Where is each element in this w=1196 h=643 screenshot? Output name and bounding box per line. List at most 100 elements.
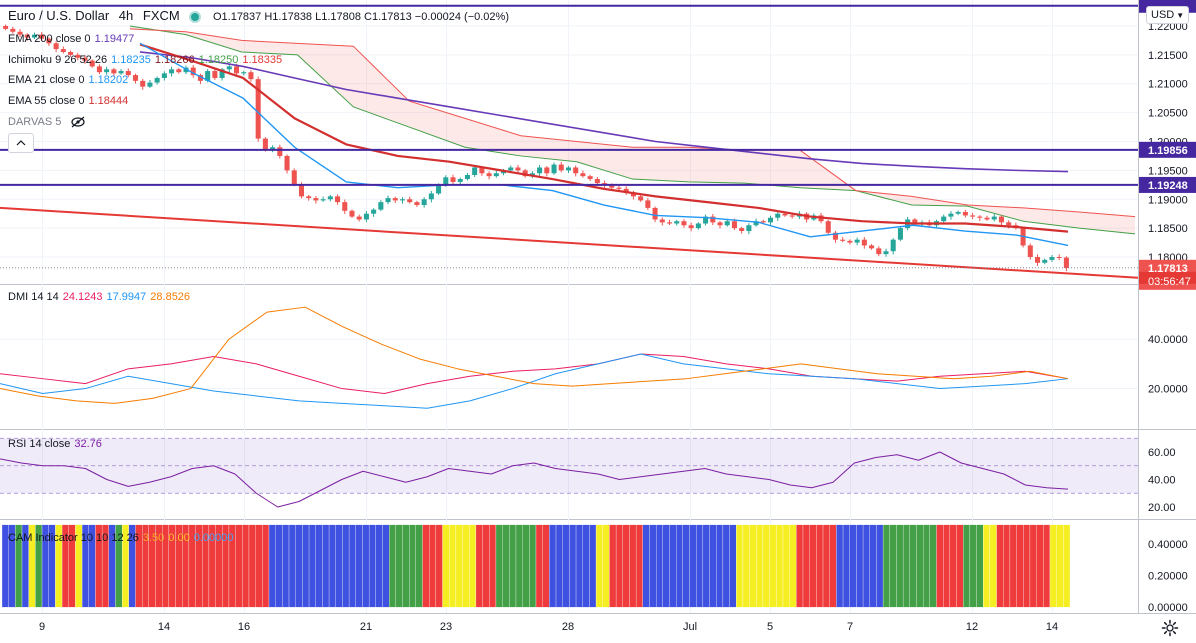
- dmi-value-1: 24.1243: [62, 291, 103, 303]
- cam-bar: [302, 524, 310, 608]
- candle-body: [616, 187, 622, 189]
- time-tick-label: Jul: [683, 621, 697, 633]
- indicator-lines: [139, 42, 1069, 247]
- symbol-title[interactable]: Euro / U.S. Dollar 4h FXCM O1.17837 H1.1…: [8, 9, 509, 24]
- candle-body: [68, 51, 74, 55]
- cam-bar: [515, 524, 523, 608]
- cam-bar: [722, 524, 730, 608]
- candle-body: [623, 188, 629, 193]
- legend-dmi[interactable]: DMI 14 14 24.1243 17.9947 28.8526: [8, 290, 190, 304]
- cam-bar: [582, 524, 590, 608]
- cam-bar: [629, 524, 637, 608]
- legend-ema200[interactable]: EMA 200 close 0 1.19477: [8, 32, 134, 46]
- cam-bar: [943, 524, 950, 608]
- candle-body: [724, 221, 730, 226]
- cam-bar: [782, 524, 790, 608]
- chevron-down-icon: ▼: [1176, 11, 1185, 20]
- ichimoku-value-1: 1.18235: [111, 54, 151, 66]
- cam-bar: [889, 524, 897, 608]
- legend-ema55[interactable]: EMA 55 close 0 1.18444: [8, 94, 128, 108]
- legend-ichimoku[interactable]: Ichimoku 9 26 52 26 1.18235 1.18266 1.18250…: [8, 53, 282, 67]
- cam-bar: [1009, 524, 1017, 608]
- cam-bar: [375, 524, 383, 608]
- eye-off-icon[interactable]: [70, 116, 86, 128]
- trendlines: [0, 4, 1139, 279]
- candle-body: [493, 173, 499, 177]
- time-tick-label: 21: [360, 621, 372, 633]
- candle-body: [464, 174, 470, 180]
- cam-bar: [542, 524, 550, 608]
- cam-bar: [969, 524, 977, 608]
- candle-body: [457, 179, 463, 182]
- grid-lines: [0, 0, 1138, 613]
- candle-body: [31, 34, 37, 38]
- legend-darvas[interactable]: DARVAS 5: [8, 115, 86, 129]
- candle-body: [876, 248, 882, 255]
- candle-body: [212, 71, 218, 78]
- cam-bar: [829, 524, 837, 608]
- candle-body: [118, 71, 124, 74]
- candle-body: [414, 202, 420, 206]
- candle-body: [1006, 222, 1012, 226]
- candle-body: [587, 176, 593, 180]
- cam-bar: [796, 524, 804, 608]
- ema55-value: 1.18444: [88, 95, 129, 107]
- cam-bar: [676, 524, 683, 608]
- timeframe: 4h: [118, 8, 134, 23]
- legend-rsi[interactable]: RSI 14 close 32.76: [8, 437, 102, 451]
- cam-tick-label: 0.40000: [1148, 539, 1188, 551]
- cam-bar: [449, 524, 457, 608]
- cam-bar: [1016, 524, 1024, 608]
- cam-bar: [902, 524, 910, 608]
- cam-bar: [589, 524, 597, 608]
- cam-bar: [669, 524, 677, 608]
- candle-body: [768, 217, 774, 223]
- darvas-label: DARVAS 5: [8, 116, 62, 128]
- cam-bar: [923, 524, 930, 608]
- candle-body: [782, 213, 788, 216]
- cam-bar: [1056, 524, 1064, 608]
- ema200-label: EMA 200 close 0: [8, 33, 91, 45]
- cam-bar: [489, 524, 497, 608]
- cam-bar: [355, 524, 363, 608]
- cam-bar: [382, 524, 390, 608]
- candle-body: [580, 173, 586, 177]
- legend-cam[interactable]: CAM Indicator 10 10 12 26 3.50 0.00 0.00000: [8, 531, 233, 545]
- candle-body: [53, 43, 59, 50]
- ichimoku-cloud: [129, 25, 1136, 235]
- currency-button[interactable]: USD ▼: [1146, 6, 1190, 24]
- candle-body: [847, 240, 853, 243]
- candle-body: [3, 25, 9, 29]
- market-status-icon: [191, 12, 200, 21]
- candle-body: [169, 69, 175, 74]
- candle-body: [565, 167, 571, 171]
- cam-value-3: 0.00000: [193, 532, 234, 544]
- candle-body: [472, 167, 478, 175]
- cam-bar: [916, 524, 924, 608]
- cam-bar: [822, 524, 830, 608]
- collapse-legend-button[interactable]: [8, 133, 34, 153]
- candle-body: [82, 57, 88, 61]
- cam-bar: [429, 524, 437, 608]
- symbol-name: Euro / U.S. Dollar: [8, 8, 110, 23]
- cam-bar: [696, 524, 704, 608]
- candle-body: [428, 193, 434, 200]
- cam-bar: [462, 524, 470, 608]
- price-tick-label: 1.21000: [1148, 79, 1188, 91]
- cam-bar: [602, 524, 610, 608]
- candle-body: [977, 216, 983, 218]
- candle-body: [24, 34, 30, 38]
- candle-body: [746, 225, 752, 232]
- candle-body: [645, 200, 651, 208]
- ichimoku-value-3: 1.18250: [198, 54, 239, 66]
- candle-body: [522, 170, 528, 177]
- time-tick-label: 12: [966, 621, 978, 633]
- candle-body: [248, 72, 254, 80]
- gear-icon[interactable]: [1161, 619, 1179, 637]
- candle-body: [96, 66, 102, 73]
- legend-ema21[interactable]: EMA 21 close 0 1.18202: [8, 73, 128, 87]
- cam-bar: [442, 524, 450, 608]
- cam-bar: [976, 524, 984, 608]
- candle-body: [10, 28, 16, 32]
- cam-bar: [1023, 524, 1031, 608]
